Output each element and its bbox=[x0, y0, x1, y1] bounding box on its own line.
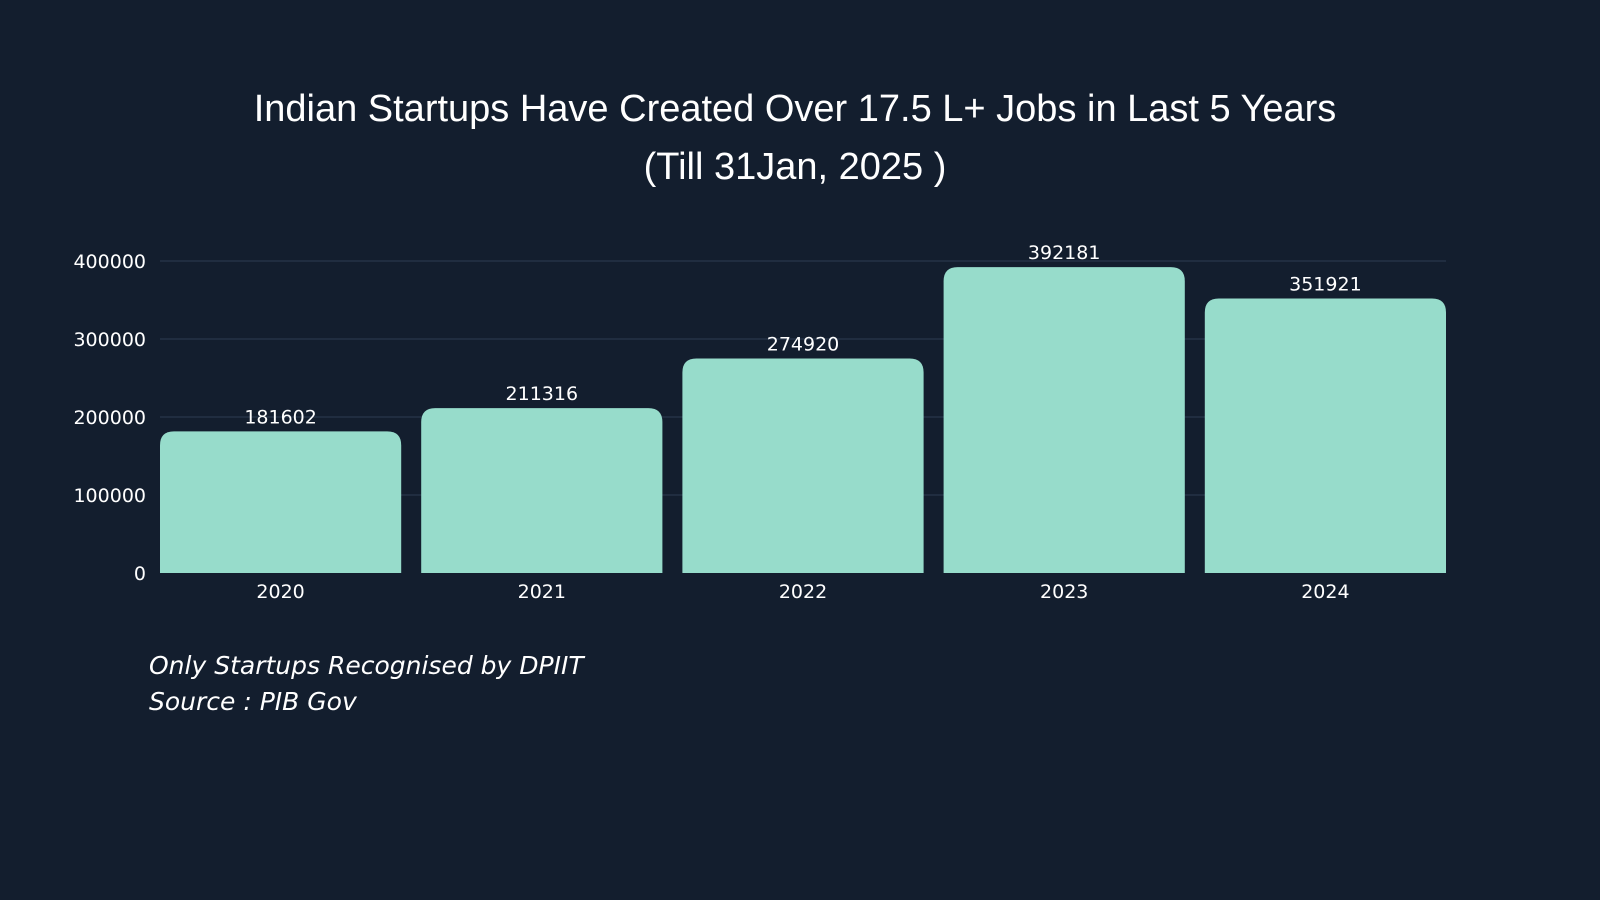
data-label-2022: 274920 bbox=[767, 334, 840, 356]
x-tick-label-2021: 2021 bbox=[518, 581, 566, 603]
y-tick-label: 0 bbox=[134, 563, 146, 585]
bar-chart: 0 100000 200000 300000 400000 181602 211316 27… bbox=[73, 242, 1446, 603]
x-tick-label-2024: 2024 bbox=[1301, 581, 1349, 603]
data-label-2021: 211316 bbox=[506, 383, 579, 405]
footnote-source: Source : PIB Gov bbox=[149, 687, 357, 716]
bar-2023 bbox=[943, 267, 1185, 573]
data-label-2023: 392181 bbox=[1028, 242, 1101, 264]
y-axis-ticks: 0 100000 200000 300000 400000 bbox=[73, 251, 146, 585]
bars bbox=[160, 267, 1446, 573]
data-label-2024: 351921 bbox=[1289, 274, 1362, 296]
bar-2022 bbox=[682, 358, 924, 573]
x-tick-label-2020: 2020 bbox=[256, 581, 304, 603]
y-tick-label: 400000 bbox=[73, 251, 146, 273]
footnote-dpiit: Only Startups Recognised by DPIIT bbox=[149, 651, 584, 680]
y-tick-label: 200000 bbox=[73, 407, 146, 429]
bar-2021 bbox=[421, 408, 663, 573]
data-labels: 181602 211316 274920 392181 351921 bbox=[244, 242, 1361, 428]
x-axis-ticks: 2020 2021 2022 2023 2024 bbox=[256, 581, 1349, 603]
y-tick-label: 300000 bbox=[73, 329, 146, 351]
x-tick-label-2022: 2022 bbox=[779, 581, 827, 603]
chart-title: Indian Startups Have Created Over 17.5 L… bbox=[253, 88, 1337, 130]
y-tick-label: 100000 bbox=[73, 485, 146, 507]
x-tick-label-2023: 2023 bbox=[1040, 581, 1088, 603]
bar-2020 bbox=[160, 431, 402, 573]
bar-2024 bbox=[1204, 298, 1446, 573]
data-label-2020: 181602 bbox=[244, 406, 317, 428]
chart-subtitle: (Till 31Jan, 2025 ) bbox=[643, 146, 947, 188]
